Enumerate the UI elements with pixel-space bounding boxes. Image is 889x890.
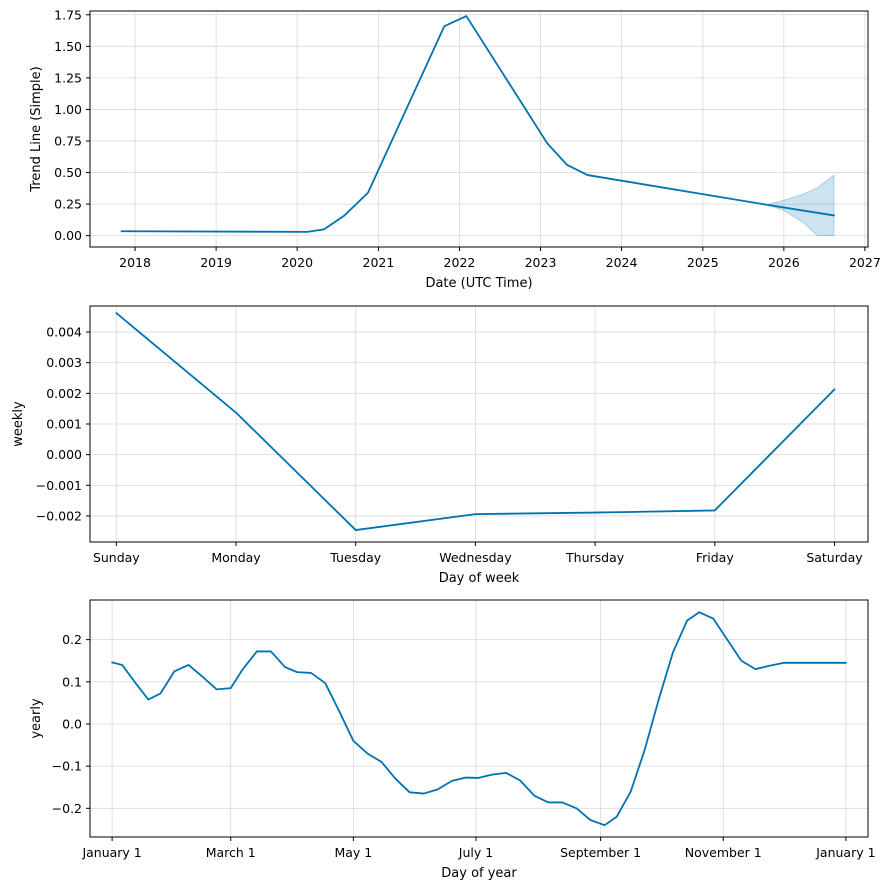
- trend-ticks: 2018 2019 2020 2021 2022 2023 2024 2025 2026 2027…: [54, 7, 881, 270]
- yearly-y-axis-label: yearly: [29, 698, 44, 739]
- weekly-y-axis-label: weekly: [11, 401, 26, 447]
- yearly-x-tick-label: July 1: [458, 845, 493, 860]
- weekly-y-tick-label: 0.000: [46, 447, 82, 462]
- trend-grid: [90, 11, 868, 247]
- yearly-y-tick-label: −0.2: [52, 801, 82, 816]
- yearly-axes-frame: [89, 599, 869, 838]
- yearly-y-tick-label: 0.0: [62, 716, 82, 731]
- yearly-y-tick-label: −0.1: [52, 759, 82, 774]
- yearly-x-tick-label: January 1: [81, 845, 141, 860]
- trend-x-tick-label: 2027: [849, 255, 881, 270]
- yearly-x-tick-label: May 1: [334, 845, 372, 860]
- yearly-x-tick-label: September 1: [560, 845, 641, 860]
- yearly-panel: January 1 March 1 May 1 July 1 September 1 No…: [29, 599, 876, 881]
- weekly-y-tick-label: −0.001: [36, 478, 82, 493]
- trend-x-tick-label: 2021: [363, 255, 395, 270]
- yearly-ticks: January 1 March 1 May 1 July 1 September 1 No…: [52, 632, 876, 860]
- trend-y-axis-label: Trend Line (Simple): [29, 66, 44, 192]
- trend-x-tick-label: 2025: [687, 255, 719, 270]
- weekly-y-tick-label: 0.001: [46, 417, 82, 432]
- trend-x-tick-label: 2019: [200, 255, 232, 270]
- weekly-x-tick-label: Friday: [696, 550, 734, 565]
- yearly-x-tick-label: November 1: [685, 845, 762, 860]
- weekly-y-tick-label: 0.002: [46, 386, 82, 401]
- trend-series-line: [120, 15, 835, 233]
- trend-y-tick-label: 1.75: [54, 7, 82, 22]
- trend-y-tick-label: 0.25: [54, 197, 82, 212]
- weekly-y-tick-label: −0.002: [36, 508, 82, 523]
- trend-y-tick-label: 0.00: [54, 228, 82, 243]
- trend-uncertainty-area: [764, 174, 835, 237]
- trend-y-tick-label: 1.50: [54, 39, 82, 54]
- trend-x-axis-label: Date (UTC Time): [425, 276, 532, 291]
- trend-y-tick-label: 1.25: [54, 70, 82, 85]
- weekly-x-tick-label: Thursday: [565, 550, 625, 565]
- weekly-x-tick-label: Monday: [211, 550, 261, 565]
- trend-x-tick-label: 2022: [444, 255, 476, 270]
- yearly-y-tick-label: 0.2: [62, 632, 82, 647]
- weekly-ticks: Sunday Monday Tuesday Wednesday Thursday Frid…: [36, 325, 864, 565]
- yearly-y-tick-label: 0.1: [62, 674, 82, 689]
- trend-x-tick-label: 2026: [768, 255, 800, 270]
- weekly-x-tick-label: Tuesday: [329, 550, 381, 565]
- trend-series: [120, 15, 835, 233]
- trend-x-tick-label: 2024: [606, 255, 638, 270]
- trend-panel: 2018 2019 2020 2021 2022 2023 2024 2025 2026 2027…: [29, 7, 881, 291]
- trend-y-tick-label: 0.75: [54, 133, 82, 148]
- weekly-y-tick-label: 0.004: [46, 325, 82, 340]
- trend-uncertainty-band: [764, 174, 835, 237]
- weekly-x-axis-label: Day of week: [439, 571, 520, 586]
- weekly-y-tick-label: 0.003: [46, 355, 82, 370]
- weekly-x-tick-label: Sunday: [93, 550, 140, 565]
- yearly-series: [111, 611, 847, 827]
- trend-x-tick-label: 2020: [281, 255, 313, 270]
- weekly-x-tick-label: Wednesday: [439, 550, 512, 565]
- weekly-panel: Sunday Monday Tuesday Wednesday Thursday Frid…: [11, 305, 869, 586]
- weekly-x-tick-label: Saturday: [806, 550, 863, 565]
- trend-y-tick-label: 0.50: [54, 165, 82, 180]
- yearly-x-tick-label: March 1: [206, 845, 256, 860]
- yearly-x-axis-label: Day of year: [441, 866, 517, 881]
- weekly-series: [115, 312, 836, 531]
- yearly-series-line: [111, 611, 847, 827]
- trend-x-tick-label: 2018: [119, 255, 151, 270]
- trend-x-tick-label: 2023: [525, 255, 557, 270]
- trend-axes-frame: [89, 10, 869, 248]
- yearly-x-tick-label: January 1: [815, 845, 875, 860]
- weekly-grid: [90, 306, 868, 542]
- trend-y-tick-label: 1.00: [54, 102, 82, 117]
- weekly-series-line: [115, 312, 836, 531]
- yearly-grid: [90, 600, 868, 837]
